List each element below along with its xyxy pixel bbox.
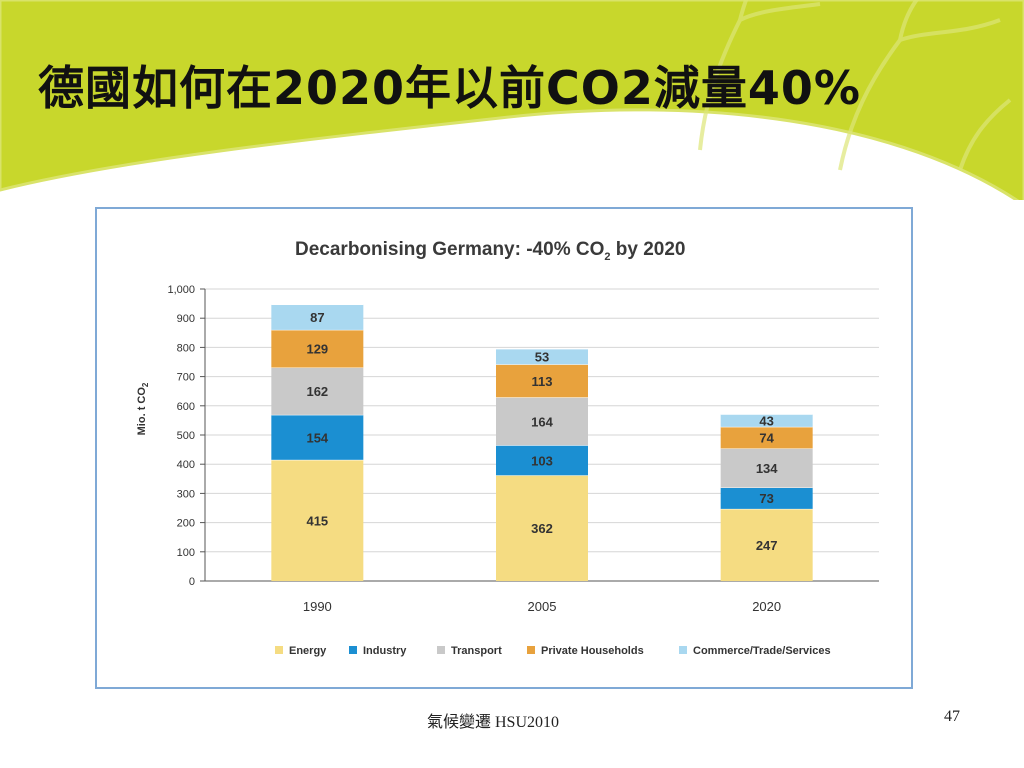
bar-data-label: 247 [756, 538, 778, 553]
x-tick-label: 2020 [752, 599, 781, 614]
bar-data-label: 154 [306, 430, 328, 445]
y-axis: 0 100 200 300 400 500 600 700 800 900 1,000 [167, 284, 879, 588]
y-tick-label: 1,000 [167, 284, 195, 296]
bar-data-label: 43 [759, 414, 773, 429]
x-tick-label: 1990 [303, 599, 332, 614]
bar-segment [496, 364, 588, 398]
legend-label: Energy [289, 645, 327, 657]
y-tick-label: 0 [189, 576, 195, 588]
bar-data-label: 134 [756, 461, 778, 476]
bar-data-label: 362 [531, 521, 553, 536]
legend-label: Commerce/Trade/Services [693, 645, 831, 657]
x-tick-label: 2005 [528, 599, 557, 614]
bar-segment [496, 397, 588, 446]
bar-data-label: 129 [306, 342, 328, 357]
y-tick-label: 900 [177, 313, 195, 325]
chart-frame: Decarbonising Germany: -40% CO2 by 2020 … [95, 207, 913, 689]
bar-segment [720, 414, 813, 427]
bar-segment [496, 475, 588, 581]
y-tick-label: 700 [177, 372, 195, 384]
y-tick-label: 400 [177, 459, 195, 471]
bar-segment [271, 414, 364, 460]
bar-segment [271, 367, 364, 415]
stacked-bar-chart: Decarbonising Germany: -40% CO2 by 2020 … [136, 239, 879, 657]
legend-swatch [527, 646, 535, 654]
bar-data-label: 103 [531, 453, 553, 468]
bar-segment [720, 426, 813, 449]
bar-segment [271, 304, 364, 330]
bar-data-label: 74 [759, 431, 774, 446]
legend-swatch [349, 646, 357, 654]
bar-data-label: 113 [532, 374, 553, 389]
bar-segment [271, 459, 364, 581]
x-axis: 1990 2005 2020 [303, 599, 781, 614]
bar-segment [720, 508, 813, 581]
bar-segment [496, 445, 588, 476]
y-tick-label: 800 [177, 342, 195, 354]
y-tick-label: 100 [177, 547, 195, 559]
bar-segment [496, 348, 588, 365]
slide-title: 德國如何在2020年以前CO2減量40% [38, 61, 862, 115]
y-tick-label: 600 [177, 401, 195, 413]
bar-data-label: 164 [531, 414, 553, 429]
bar-data-label: 162 [306, 384, 328, 399]
bar-data-label: 87 [310, 310, 324, 325]
legend-label: Private Households [541, 645, 644, 657]
legend-label: Transport [451, 645, 502, 657]
legend-swatch [437, 646, 445, 654]
y-tick-label: 300 [177, 488, 195, 500]
legend-label: Industry [363, 645, 407, 657]
bar-data-label: 53 [535, 350, 549, 365]
bar-data-label: 73 [759, 491, 773, 506]
y-axis-title: Mio. t CO2 [136, 382, 150, 435]
bar-segment [271, 329, 364, 368]
chart-title: Decarbonising Germany: -40% CO2 by 2020 [295, 239, 686, 263]
legend-swatch [679, 646, 687, 654]
decorative-banner [0, 0, 1024, 200]
y-tick-label: 500 [177, 430, 195, 442]
bar-data-label: 415 [306, 513, 328, 528]
page-number: 47 [944, 708, 960, 725]
bars: 415 154 162 129 87 362 103 164 113 53 247 73 134 74 43 [271, 303, 813, 581]
y-tick-label: 200 [177, 518, 195, 530]
footer-text: 氣候變遷 HSU2010 [427, 714, 560, 731]
bar-segment [720, 448, 813, 488]
legend: Energy Industry Transport Private Household… [275, 645, 831, 657]
legend-swatch [275, 646, 283, 654]
bar-segment [720, 487, 813, 509]
